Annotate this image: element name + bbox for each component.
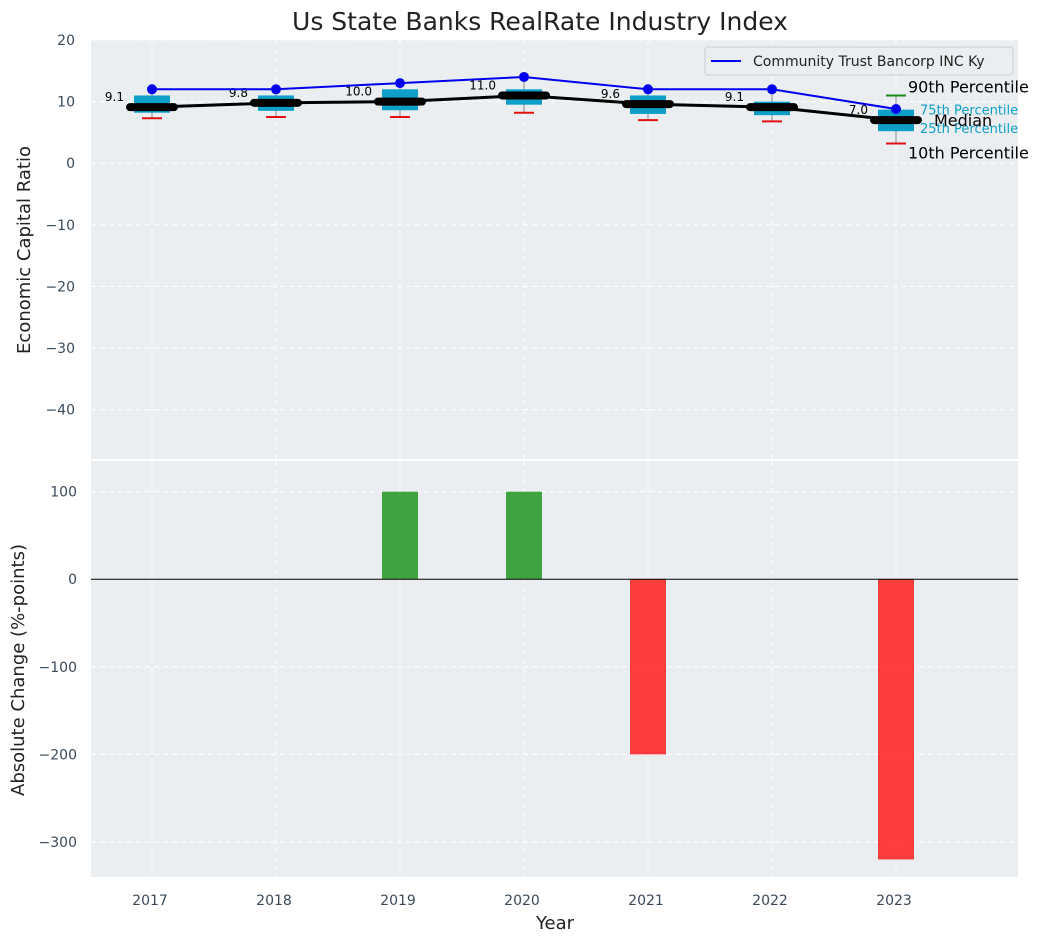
legend-box xyxy=(704,46,1014,76)
top-plot-area xyxy=(91,40,1018,459)
top-y-tick-label: −30 xyxy=(45,341,75,357)
change-bar xyxy=(506,491,542,580)
annotation-p75: 75th Percentile xyxy=(920,104,1018,119)
bottom-y-tick-label: 100 xyxy=(50,485,77,501)
top-y-tick-label: 0 xyxy=(66,156,75,172)
top-y-tick-label: −40 xyxy=(45,403,75,419)
x-axis-label: Year xyxy=(535,913,575,934)
bottom-y-tick-label: −200 xyxy=(39,747,77,763)
company-point xyxy=(767,84,777,95)
median-value-label: 9.8 xyxy=(229,86,248,100)
top-y-tick-label: 20 xyxy=(57,33,75,49)
company-point xyxy=(271,84,281,95)
annotation-median: Median xyxy=(934,111,992,130)
change-bar xyxy=(382,491,418,580)
bottom-y-tick-label: 0 xyxy=(68,572,77,588)
bottom-y-axis-label: Absolute Change (%-points) xyxy=(8,544,29,796)
change-bar xyxy=(630,579,666,755)
x-tick-label: 2018 xyxy=(256,893,292,909)
x-tick-label: 2023 xyxy=(876,893,912,909)
top-y-tick-label: 10 xyxy=(57,95,75,111)
top-panel: 20 10 0 −10 −20 −30 −40 9.1 9.8 10.0 11.0 9.6 9.1 7.0… xyxy=(45,33,1029,459)
annotation-p90: 90th Percentile xyxy=(908,77,1029,96)
top-y-tick-label: −10 xyxy=(45,218,75,234)
x-tick-label: 2019 xyxy=(380,893,416,909)
company-point xyxy=(643,84,653,95)
x-tick-label: 2020 xyxy=(504,893,540,909)
change-bar xyxy=(878,579,914,860)
company-point xyxy=(891,104,901,115)
company-point xyxy=(147,84,157,95)
bottom-y-tick-label: −300 xyxy=(39,835,77,851)
company-point xyxy=(395,78,405,89)
median-value-label: 11.0 xyxy=(469,78,496,92)
median-value-label: 9.6 xyxy=(601,87,620,101)
top-y-tick-label: −20 xyxy=(45,279,75,295)
bottom-plot-area xyxy=(91,461,1018,877)
median-value-label: 7.0 xyxy=(849,103,868,117)
company-point xyxy=(519,71,529,82)
x-tick-label: 2017 xyxy=(132,893,168,909)
median-value-label: 9.1 xyxy=(105,90,124,104)
median-value-label: 9.1 xyxy=(725,90,744,104)
x-tick-label: 2022 xyxy=(752,893,788,909)
bottom-y-tick-label: −100 xyxy=(39,660,77,676)
x-tick-label: 2021 xyxy=(628,893,664,909)
legend-label: Community Trust Bancorp INC Ky xyxy=(753,54,985,70)
top-y-axis-label: Economic Capital Ratio xyxy=(14,146,35,354)
annotation-p10: 10th Percentile xyxy=(908,144,1029,163)
chart-title: Us State Banks RealRate Industry Index xyxy=(292,7,788,36)
bottom-panel: 100 0 −100 −200 −300 2017 2018 2019 2020 2021 2022… xyxy=(39,459,1018,909)
annotation-p25: 25th Percentile xyxy=(920,122,1018,137)
median-value-label: 10.0 xyxy=(345,85,372,99)
